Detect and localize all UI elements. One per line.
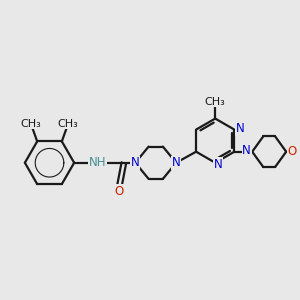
Text: O: O	[114, 185, 123, 198]
Text: N: N	[172, 156, 181, 169]
Text: CH₃: CH₃	[20, 118, 41, 129]
Text: O: O	[287, 145, 296, 158]
Text: CH₃: CH₃	[58, 118, 79, 129]
Text: N: N	[242, 144, 251, 157]
Text: CH₃: CH₃	[205, 97, 226, 106]
Text: NH: NH	[89, 156, 106, 169]
Text: N: N	[236, 122, 245, 135]
Text: N: N	[213, 158, 222, 171]
Text: N: N	[131, 156, 140, 169]
